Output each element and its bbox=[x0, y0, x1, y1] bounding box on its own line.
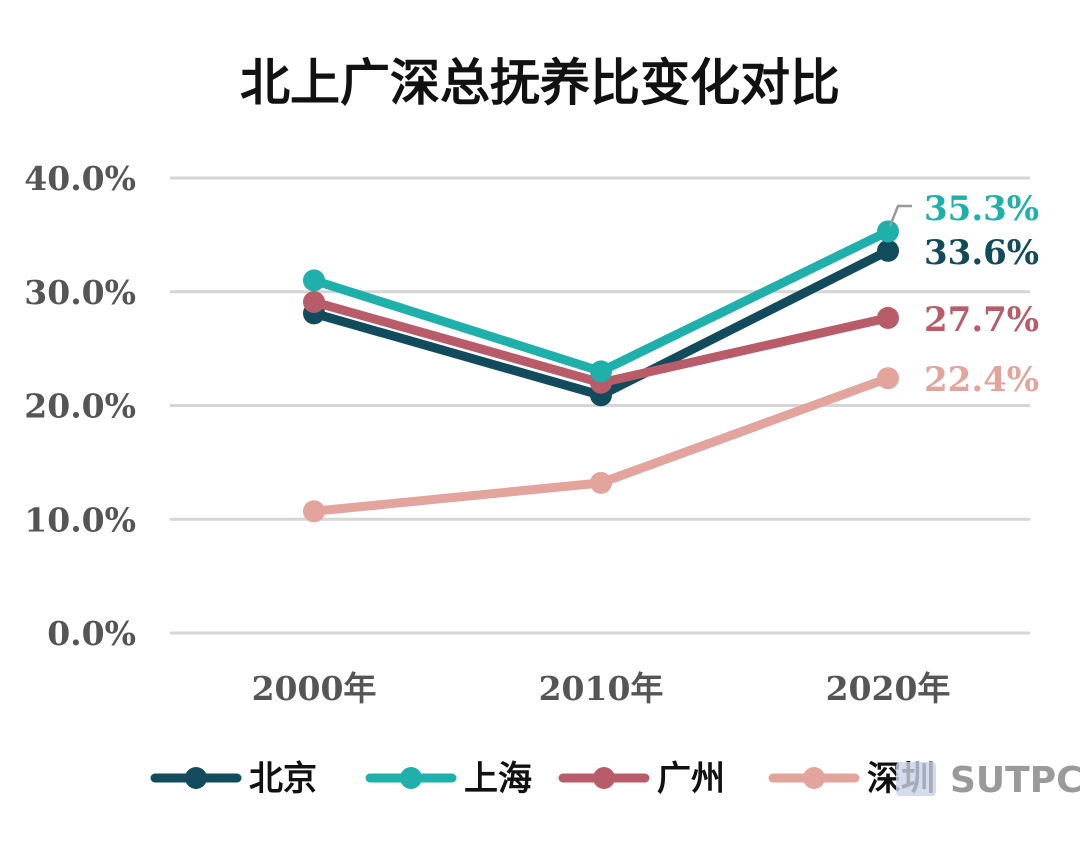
legend-swatch-marker bbox=[400, 767, 422, 789]
legend-label: 北京 bbox=[249, 759, 317, 799]
y-tick-label: 40.0% bbox=[24, 159, 136, 198]
y-tick-label: 20.0% bbox=[24, 387, 136, 426]
watermark: SUTPC bbox=[896, 760, 1080, 801]
legend-swatch-marker bbox=[593, 767, 615, 789]
legend-swatch-marker bbox=[185, 767, 207, 789]
end-label: 33.6% bbox=[924, 233, 1039, 273]
x-axis: 2000年 2010年 2020年 bbox=[252, 669, 951, 708]
y-tick-label: 30.0% bbox=[24, 273, 136, 312]
data-labels: 33.6%35.3% 27.7% 22.4% bbox=[888, 189, 1039, 400]
x-tick-label: 2020年 bbox=[826, 669, 951, 708]
data-point bbox=[590, 360, 612, 383]
data-point bbox=[877, 306, 899, 329]
data-point bbox=[303, 290, 325, 313]
end-label: 27.7% bbox=[924, 300, 1039, 340]
data-point bbox=[877, 367, 899, 390]
data-point bbox=[590, 471, 612, 494]
x-tick-label: 2010年 bbox=[539, 669, 664, 708]
end-label: 22.4% bbox=[924, 360, 1039, 400]
label-leader-line bbox=[888, 204, 912, 227]
legend-item: 北京 bbox=[150, 759, 317, 799]
data-point bbox=[303, 500, 325, 523]
legend: 北京上海广州深圳 bbox=[150, 759, 935, 799]
watermark-text: SUTPC bbox=[950, 760, 1080, 801]
data-point bbox=[877, 239, 899, 262]
series-2 bbox=[303, 220, 899, 383]
legend-label: 广州 bbox=[657, 759, 725, 799]
legend-item: 广州 bbox=[558, 759, 725, 799]
series-group bbox=[303, 220, 899, 523]
legend-swatch-marker bbox=[803, 767, 825, 789]
chart-title: 北上广深总抚养比变化对比 bbox=[240, 53, 840, 112]
x-tick-label: 2000年 bbox=[252, 669, 377, 708]
legend-label: 上海 bbox=[464, 759, 532, 799]
end-label: 35.3% bbox=[924, 189, 1039, 229]
y-tick-label: 0.0% bbox=[47, 614, 136, 653]
legend-item: 上海 bbox=[365, 759, 532, 799]
data-point bbox=[877, 220, 899, 243]
watermark-logo-icon bbox=[896, 762, 936, 796]
y-tick-label: 10.0% bbox=[24, 500, 136, 539]
data-point bbox=[303, 269, 325, 292]
series-4 bbox=[303, 367, 899, 523]
y-axis: 0.0% 10.0% 20.0% 30.0% 40.0% bbox=[24, 159, 136, 653]
series-line bbox=[309, 226, 893, 376]
